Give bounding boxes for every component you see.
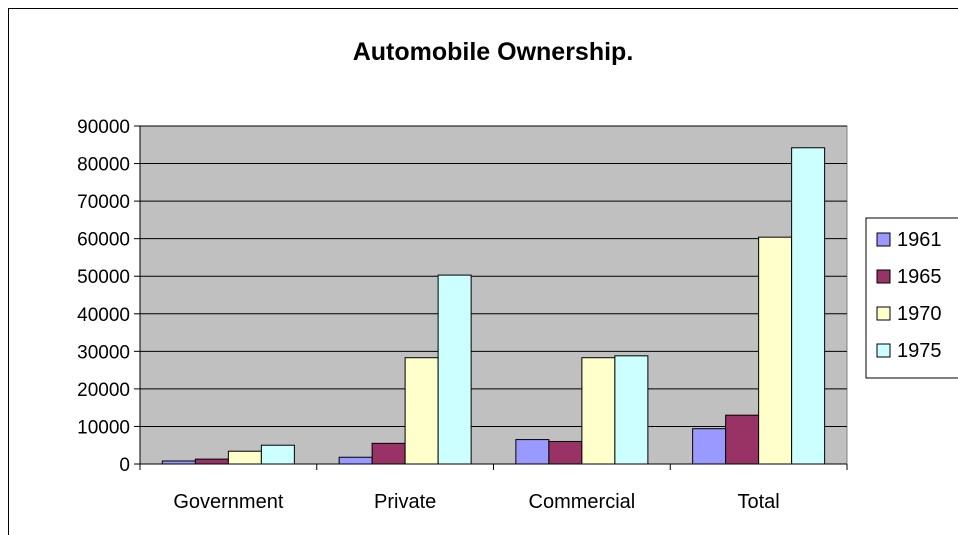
bar-1970-commercial <box>581 357 616 465</box>
bar-1975-total <box>791 147 826 465</box>
bar-1970-private <box>404 357 439 465</box>
x-category-label: Private <box>374 491 436 513</box>
legend-swatch-1961 <box>876 232 891 247</box>
y-tick-label: 40000 <box>77 305 130 326</box>
y-tick-label: 80000 <box>77 155 130 176</box>
legend-label: 1965 <box>897 266 942 288</box>
y-tick-label: 10000 <box>77 417 130 438</box>
chart-frame <box>8 8 958 535</box>
y-tick-label: 70000 <box>77 192 130 213</box>
bar-1961-private <box>338 456 373 465</box>
bar-1975-commercial <box>614 355 649 465</box>
bar-1965-private <box>371 442 406 465</box>
legend-label: 1961 <box>897 229 942 251</box>
bar-1965-total <box>725 414 760 465</box>
y-tick-label: 90000 <box>77 117 130 138</box>
legend-label: 1975 <box>897 340 942 362</box>
legend-swatch-1970 <box>876 306 891 321</box>
plot-area <box>139 125 848 465</box>
bar-1975-private <box>437 274 472 465</box>
y-tick-label: 50000 <box>77 267 130 288</box>
bar-1970-total <box>758 236 793 465</box>
bar-1975-government <box>260 444 295 465</box>
legend-swatch-1965 <box>876 269 891 284</box>
x-category-label: Commercial <box>529 491 636 513</box>
y-tick-label: 20000 <box>77 380 130 401</box>
bar-1970-government <box>227 450 262 465</box>
bar-1965-commercial <box>548 440 583 465</box>
bar-1961-commercial <box>515 439 550 465</box>
bar-1961-total <box>692 428 727 465</box>
bar-1965-government <box>194 458 229 465</box>
chart-title: Automobile Ownership. <box>353 38 634 66</box>
y-tick-label: 60000 <box>77 230 130 251</box>
y-tick-label: 0 <box>119 455 130 476</box>
y-tick-label: 30000 <box>77 342 130 363</box>
legend-swatch-1975 <box>876 343 891 358</box>
x-category-label: Total <box>738 491 780 513</box>
legend-label: 1970 <box>897 303 942 325</box>
x-category-label: Government <box>173 491 283 513</box>
